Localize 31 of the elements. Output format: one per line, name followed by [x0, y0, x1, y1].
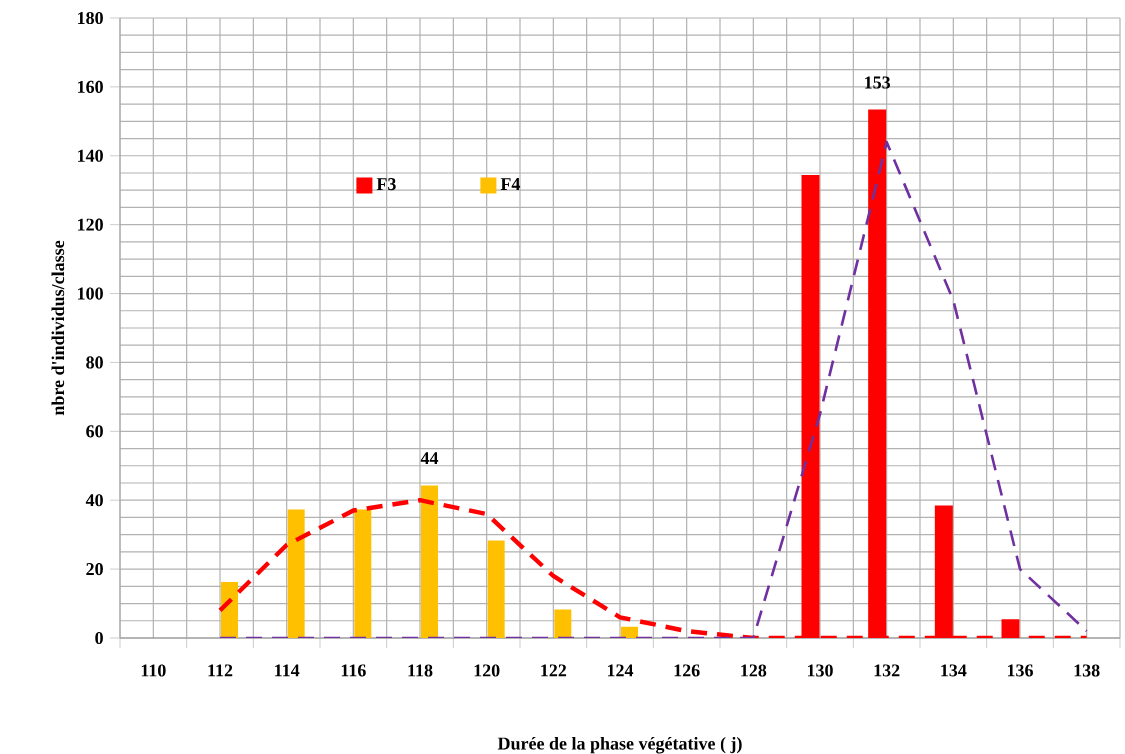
x-tick-label: 134	[941, 664, 967, 677]
x-tick-label: 120	[474, 664, 500, 677]
x-tick-label: 128	[741, 664, 767, 677]
x-tick-label: 122	[541, 664, 567, 677]
data-label: 44	[420, 452, 439, 465]
y-tick-label: 60	[86, 425, 103, 438]
y-tick-label: 0	[95, 631, 103, 645]
y-tick-label: 80	[86, 356, 103, 369]
x-tick-label: 110	[141, 664, 166, 677]
x-tick-label: 136	[1007, 664, 1033, 677]
y-tick-label: 160	[78, 80, 103, 93]
x-tick-label: 132	[874, 664, 900, 677]
legend-label: F4	[500, 178, 521, 190]
y-tick-label: 180	[78, 11, 103, 25]
x-tick-label: 118	[408, 664, 433, 677]
y-tick-label: 140	[78, 149, 103, 162]
y-tick-label: 120	[78, 218, 103, 231]
y-tick-label: 40	[85, 494, 103, 507]
x-tick-label: 130	[807, 664, 833, 677]
y-tick-label: 20	[86, 563, 103, 576]
legend-label: F3	[376, 178, 396, 191]
y-axis-title: nbre d'individus/classe	[51, 240, 65, 416]
x-tick-label: 126	[674, 664, 700, 677]
x-tick-label: 114	[275, 664, 300, 677]
data-label: 153	[865, 76, 891, 89]
x-tick-label: 138	[1074, 664, 1100, 677]
y-tick-label: 100	[78, 287, 103, 300]
x-tick-label: 112	[208, 664, 233, 677]
x-tick-label: 124	[607, 664, 634, 677]
x-axis-title: Durée de la phase végétative ( j)	[497, 736, 742, 754]
x-tick-label: 116	[341, 664, 366, 677]
